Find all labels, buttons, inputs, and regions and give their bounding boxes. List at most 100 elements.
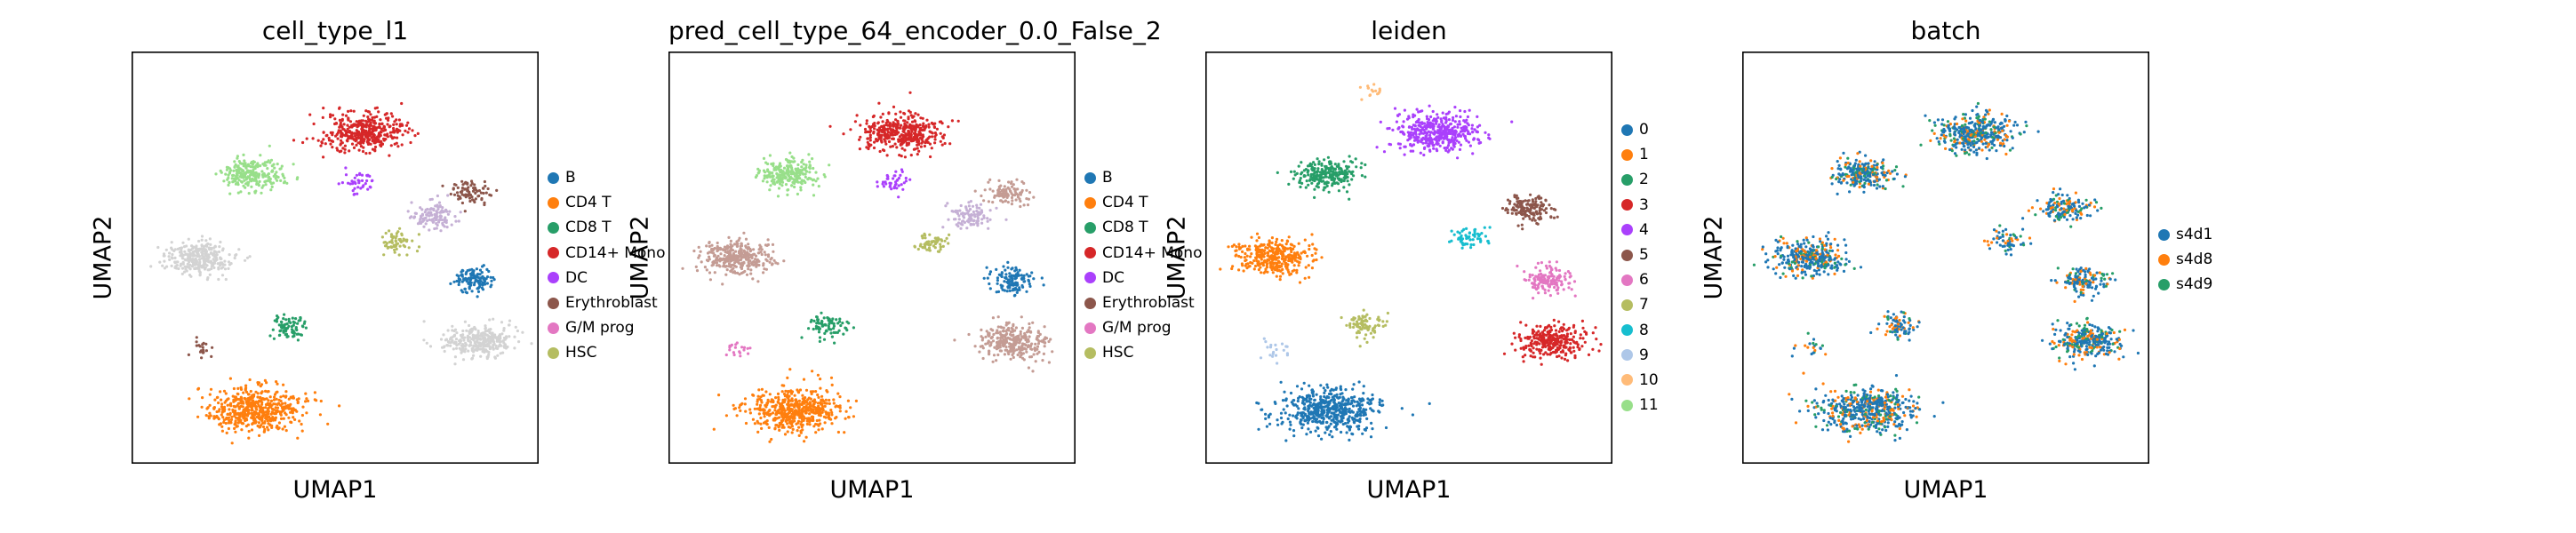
data-point [264, 406, 268, 410]
data-point [489, 275, 492, 279]
data-point [348, 120, 353, 123]
data-point [246, 175, 250, 179]
data-point [206, 406, 210, 410]
data-point [240, 175, 244, 179]
data-point [222, 405, 227, 409]
data-point [1444, 119, 1448, 123]
data-point [739, 244, 742, 248]
data-point [380, 235, 384, 239]
cluster-points [380, 227, 421, 257]
data-point [827, 324, 830, 328]
data-point [855, 114, 859, 117]
data-point [340, 139, 343, 142]
data-point [367, 123, 371, 127]
data-point [486, 187, 490, 191]
data-point [297, 319, 300, 322]
data-point [355, 120, 358, 123]
data-point [232, 169, 236, 172]
data-point [800, 425, 804, 429]
data-point [228, 420, 231, 424]
data-point [232, 179, 236, 183]
data-point [411, 129, 414, 132]
data-point [181, 241, 185, 244]
data-point [773, 409, 777, 412]
data-point [284, 411, 287, 415]
data-point [782, 416, 786, 419]
data-point [352, 131, 356, 135]
data-point [1436, 142, 1440, 146]
data-point [834, 330, 837, 334]
data-point [844, 326, 847, 330]
data-point [202, 264, 205, 267]
data-point [1014, 198, 1018, 202]
data-point [236, 411, 240, 415]
data-point [790, 166, 794, 170]
data-point [963, 220, 966, 224]
data-point [756, 394, 760, 398]
data-point [919, 243, 923, 246]
data-point [200, 356, 204, 360]
data-point [1028, 191, 1032, 195]
data-point [802, 163, 805, 166]
data-point [369, 113, 372, 116]
data-point [931, 240, 934, 243]
data-point [237, 418, 241, 422]
data-point [1000, 274, 1004, 279]
data-point [729, 239, 732, 243]
data-point [356, 192, 359, 195]
data-point [1008, 337, 1012, 340]
data-point [931, 135, 934, 139]
data-point [479, 191, 483, 195]
data-point [832, 322, 836, 325]
data-point [1017, 336, 1020, 339]
data-point [208, 237, 212, 241]
data-point [405, 253, 409, 257]
data-point [283, 176, 286, 179]
data-point [1451, 136, 1454, 139]
data-point [413, 134, 417, 138]
data-point [808, 166, 812, 171]
data-point [244, 259, 247, 262]
data-point [282, 409, 285, 412]
data-point [450, 223, 453, 227]
data-point [503, 338, 507, 341]
data-point [476, 336, 480, 339]
data-point [996, 315, 1000, 319]
data-point [988, 178, 992, 181]
data-point [351, 182, 355, 186]
data-point [967, 201, 971, 204]
data-point [389, 112, 393, 115]
data-point [240, 428, 244, 432]
data-point [938, 250, 941, 253]
data-point [1398, 147, 1402, 150]
data-point [891, 145, 894, 148]
data-point [757, 169, 761, 172]
data-point [796, 391, 801, 394]
data-point [453, 215, 457, 219]
data-point [470, 267, 474, 271]
data-point [235, 168, 238, 171]
data-point [357, 119, 361, 123]
data-point [733, 407, 737, 410]
data-point [878, 149, 882, 154]
data-point [406, 131, 410, 134]
data-point [348, 135, 352, 139]
data-point [487, 328, 491, 331]
data-point [995, 206, 998, 210]
data-point [747, 243, 750, 246]
data-point [917, 142, 921, 146]
legend-swatch [1084, 247, 1096, 259]
data-point [1003, 343, 1006, 346]
data-point [1017, 341, 1020, 345]
data-point [253, 412, 257, 416]
data-point [269, 399, 274, 402]
data-point [730, 343, 733, 346]
data-point [220, 261, 224, 265]
data-point [357, 148, 361, 152]
data-point [284, 407, 287, 410]
data-point [476, 287, 479, 290]
data-point [762, 262, 765, 266]
data-point [772, 418, 775, 422]
data-point [209, 251, 212, 255]
data-point [352, 109, 356, 113]
